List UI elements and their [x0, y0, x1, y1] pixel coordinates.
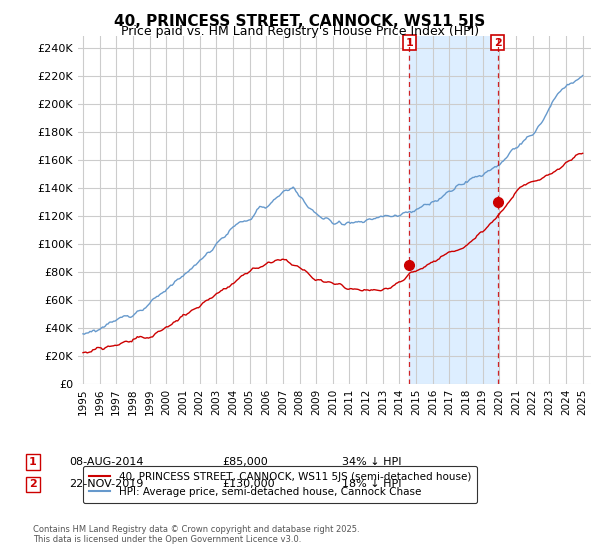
Text: 22-NOV-2019: 22-NOV-2019: [69, 479, 143, 489]
Text: Contains HM Land Registry data © Crown copyright and database right 2025.
This d: Contains HM Land Registry data © Crown c…: [33, 525, 359, 544]
Text: Price paid vs. HM Land Registry's House Price Index (HPI): Price paid vs. HM Land Registry's House …: [121, 25, 479, 38]
Text: £85,000: £85,000: [222, 457, 268, 467]
Text: 1: 1: [29, 457, 37, 467]
Text: 08-AUG-2014: 08-AUG-2014: [69, 457, 143, 467]
Bar: [409, 36, 498, 384]
Text: 2: 2: [494, 38, 502, 48]
Text: 40, PRINCESS STREET, CANNOCK, WS11 5JS: 40, PRINCESS STREET, CANNOCK, WS11 5JS: [115, 14, 485, 29]
Text: £130,000: £130,000: [222, 479, 275, 489]
Text: 1: 1: [406, 38, 413, 48]
Legend: 40, PRINCESS STREET, CANNOCK, WS11 5JS (semi-detached house), HPI: Average price: 40, PRINCESS STREET, CANNOCK, WS11 5JS (…: [83, 466, 477, 503]
Text: 2: 2: [29, 479, 37, 489]
Text: 18% ↓ HPI: 18% ↓ HPI: [342, 479, 401, 489]
Text: 34% ↓ HPI: 34% ↓ HPI: [342, 457, 401, 467]
